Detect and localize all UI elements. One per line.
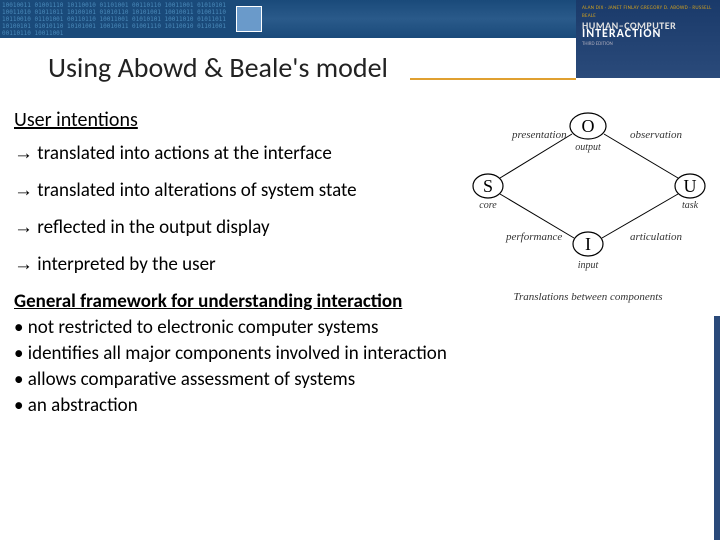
edge-label-performance: performance xyxy=(505,231,562,243)
book-cover: ALAN DIX · JANET FINLAY GREGORY D. ABOWD… xyxy=(576,0,720,78)
section2-item: • not restricted to electronic computer … xyxy=(14,315,454,341)
content-area: User intentions → translated into action… xyxy=(14,108,454,419)
section1-item-text: translated into alterations of system st… xyxy=(37,179,356,202)
node-U-letter: U xyxy=(684,176,697,196)
book-edition: THIRD EDITION xyxy=(582,40,714,48)
slide-title: Using Abowd & Beale's model xyxy=(48,50,388,85)
node-S-letter: S xyxy=(483,176,493,196)
section2-heading: General framework for understanding inte… xyxy=(14,290,454,313)
book-title-2: INTERACTION xyxy=(582,30,714,38)
node-O-letter: O xyxy=(582,116,595,136)
interaction-diagram: O S U I output core task input presentat… xyxy=(464,100,712,310)
node-S-sub: core xyxy=(479,200,497,211)
section2-item-text: not restricted to electronic computer sy… xyxy=(28,316,379,339)
node-I-letter: I xyxy=(585,234,591,254)
section1-item-text: interpreted by the user xyxy=(37,253,215,276)
section1-item-text: translated into actions at the interface xyxy=(37,142,332,165)
node-U-sub: task xyxy=(682,200,699,211)
section2-item-text: identifies all major components involved… xyxy=(28,342,447,365)
section1-heading: User intentions xyxy=(14,108,454,132)
side-strip xyxy=(714,316,720,540)
section1-item: → translated into actions at the interfa… xyxy=(14,142,454,165)
orange-rule xyxy=(410,78,576,80)
edge-label-articulation: articulation xyxy=(630,231,682,243)
book-authors: ALAN DIX · JANET FINLAY GREGORY D. ABOWD… xyxy=(582,4,714,20)
section1-item: → reflected in the output display xyxy=(14,216,454,239)
binary-strip: 10010011 01001110 10110010 01101001 0011… xyxy=(0,0,260,38)
section2-item-text: allows comparative assessment of systems xyxy=(28,368,355,391)
section1-item: → translated into alterations of system … xyxy=(14,179,454,202)
section1-item-text: reflected in the output display xyxy=(37,216,269,239)
section2-item: • allows comparative assessment of syste… xyxy=(14,367,454,393)
section2-item: • identifies all major components involv… xyxy=(14,341,454,367)
banner-square-icon xyxy=(236,6,262,32)
section2-item-text: an abstraction xyxy=(28,394,138,417)
diagram-caption: Translations between components xyxy=(513,291,662,303)
section2-item: • an abstraction xyxy=(14,393,454,419)
node-O-sub: output xyxy=(575,142,601,153)
edge-label-observation: observation xyxy=(630,129,682,141)
node-I-sub: input xyxy=(578,260,599,271)
edge-label-presentation: presentation xyxy=(511,129,567,141)
section1-item: → interpreted by the user xyxy=(14,253,454,276)
